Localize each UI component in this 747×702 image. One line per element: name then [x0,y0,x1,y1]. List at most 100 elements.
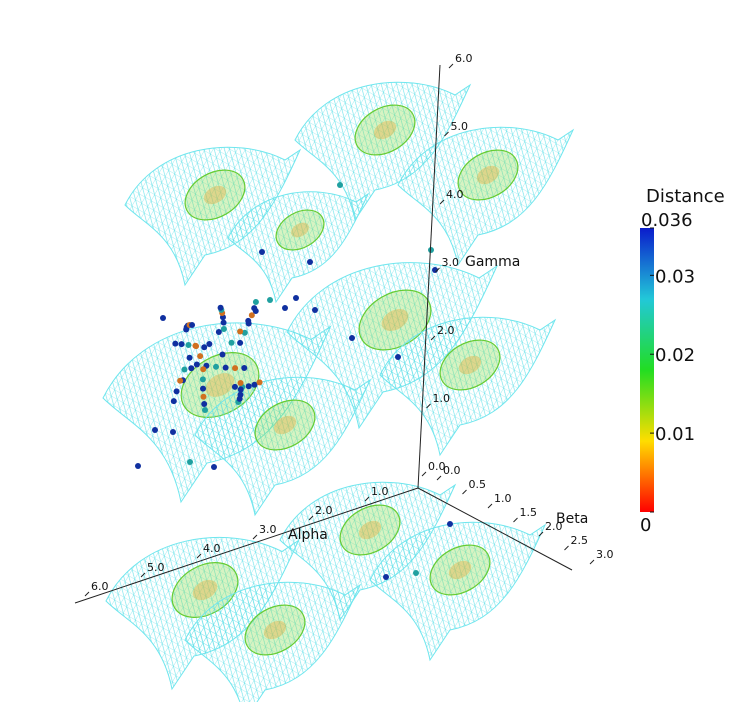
sample-point [256,379,263,386]
colorbar-tick-label: 0.02 [655,345,695,366]
sample-point [228,339,235,346]
tick-label: 2.5 [571,534,589,547]
tick-mark [487,503,493,509]
sample-point [241,364,248,371]
core-surface [192,579,218,601]
axis-line [417,64,441,489]
inner-surface [184,169,246,221]
sample-point [200,366,207,373]
sample-point [201,400,208,407]
tick-label: 4.0 [446,188,464,201]
sample-point [178,341,185,348]
sample-point [170,398,177,405]
tick-label: 1.0 [371,485,389,498]
sample-point [337,182,343,188]
core-surface [273,415,297,435]
tick-mark [564,545,569,551]
sample-point [188,365,195,372]
tick-label: 6.0 [91,580,109,593]
sample-point [282,305,288,311]
sample-point [186,354,193,361]
sample-point [170,429,176,435]
sample-point [173,388,180,395]
core-surface [291,222,309,238]
sample-point [206,340,213,347]
tick-label: 2.0 [315,504,333,517]
sample-point [160,315,166,321]
tick-label: 5.0 [147,561,165,574]
tick-mark [308,515,314,521]
sample-point [312,307,318,313]
sample-point [177,377,184,384]
core-surface [205,373,235,397]
tick-mark [462,489,467,495]
sample-point [307,259,313,265]
axis-title: Alpha [288,527,328,543]
axes: Alpha 1.0 2.0 3.0 4.0 5.0 6.0 Beta 0.0 0.5 1.0 1.5 2… [74,52,614,604]
sample-point [245,383,252,390]
sample-point [413,570,419,576]
tick-label: 3.0 [442,256,460,269]
tick-mark [435,267,440,273]
tick-mark [436,475,442,481]
tick-mark [430,335,436,341]
sample-point [200,393,207,400]
sample-point [219,351,226,358]
sample-point [220,319,227,326]
sample-point [237,380,244,387]
sample-point [135,463,141,469]
inner-surface [354,104,416,156]
sample-point [202,407,208,413]
surface-scene [102,81,575,702]
sample-point [237,391,244,398]
sample-point [189,321,196,328]
sample-point [245,317,252,324]
core-surface [448,560,472,580]
colorbar-tick-label: 0.01 [655,424,695,445]
sample-point [237,328,244,335]
inner-surface [275,209,325,251]
sample-point [232,365,239,372]
tick-label: 1.0 [494,492,512,505]
tick-label: 5.0 [451,120,469,133]
axis-line [74,487,419,604]
core-surface [476,165,500,185]
sample-point [172,340,179,347]
tick-mark [538,531,544,537]
colorbar: Distance 0 0.01 0.02 0.03 0.036 [640,186,725,536]
inner-surface [244,604,306,656]
inner-surface [457,149,519,201]
colorbar-gradient [640,228,654,512]
inner-surface [339,504,401,556]
core-surface [381,309,409,331]
sample-point [199,376,206,383]
tick-mark [439,199,445,205]
inner-surface [254,399,316,451]
sample-point [197,353,204,360]
sample-point [383,574,389,580]
sample-point [222,364,229,371]
sample-point [395,354,401,360]
sample-point [252,299,259,306]
colorbar-title: Distance [646,186,725,207]
sample-point [152,427,158,433]
core-surface [458,355,482,375]
axis-title: Beta [556,511,588,527]
sample-point [251,381,258,388]
tick-mark [513,517,518,523]
inner-surface [439,339,501,391]
sample-point [447,521,453,527]
tick-mark [196,553,202,559]
sample-point [181,366,188,373]
tick-label: 0.5 [469,478,487,491]
sample-point [217,304,224,311]
sample-point [237,339,244,346]
tick-label: 0.0 [443,464,461,477]
wireframe-surface [184,581,362,702]
tick-mark [421,471,427,477]
tick-label: 4.0 [203,542,221,555]
sample-point [201,344,208,351]
core-surface [373,120,397,140]
sample-point [213,363,220,370]
